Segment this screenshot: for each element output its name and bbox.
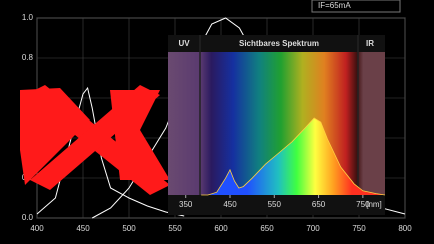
x-tick-label: 750: [352, 224, 366, 233]
red-x: [20, 85, 170, 195]
y-tick-label: 0.8: [22, 53, 34, 62]
x-tick-label: 800: [398, 224, 412, 233]
x-axis-label: [nm]: [366, 200, 382, 209]
y-tick-label: 0.0: [22, 213, 34, 222]
header-label: UV: [178, 39, 190, 48]
x-tick-label: 450: [223, 200, 237, 209]
x-tick-label: 650: [312, 200, 326, 209]
x-tick-label: 450: [76, 224, 90, 233]
x-tick-label: 700: [306, 224, 320, 233]
x-tick-label: 550: [268, 200, 282, 209]
x-tick-label: 400: [30, 224, 44, 233]
x-tick-label: 500: [122, 224, 136, 233]
x-tick-label: 350: [179, 200, 193, 209]
header-label: IR: [366, 39, 374, 48]
annotation: IF=65mA: [318, 1, 351, 10]
header-label: Sichtbares Spektrum: [239, 39, 319, 48]
x-tick-label: 650: [260, 224, 274, 233]
screenshot: 0.00.20.40.60.81.04004505005506006507007…: [0, 0, 434, 244]
x-tick-label: 550: [168, 224, 182, 233]
y-tick-label: 1.0: [22, 13, 34, 22]
x-tick-label: 600: [214, 224, 228, 233]
